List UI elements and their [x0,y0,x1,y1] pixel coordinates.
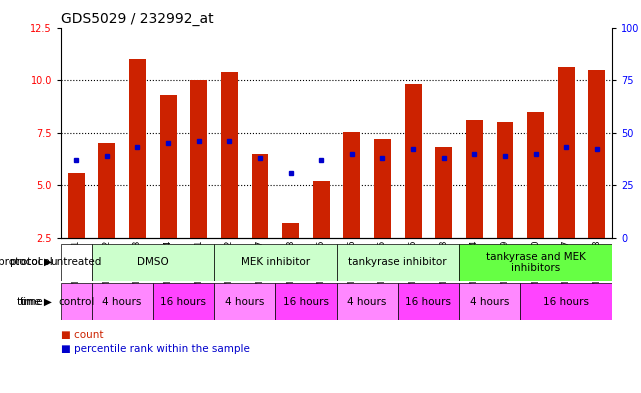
Bar [99,143,115,238]
Bar [282,223,299,238]
Bar [92,283,153,320]
Bar [251,154,269,238]
Bar [61,283,92,320]
Text: 16 hours: 16 hours [160,297,206,307]
Bar [68,173,85,238]
Text: control: control [58,297,94,307]
Text: protocol: protocol [10,257,53,267]
Text: tankyrase inhibitor: tankyrase inhibitor [349,257,447,267]
Bar [558,68,574,238]
Text: 16 hours: 16 hours [283,297,329,307]
Bar [588,70,605,238]
Text: 16 hours: 16 hours [543,297,589,307]
Bar [459,283,520,320]
Bar [275,283,337,320]
Text: DMSO: DMSO [137,257,169,267]
Bar [92,244,214,281]
Bar [153,283,214,320]
Bar [520,283,612,320]
Text: 4 hours: 4 hours [470,297,510,307]
Bar [435,147,452,238]
Text: tankyrase and MEK
inhibitors: tankyrase and MEK inhibitors [486,252,585,273]
Text: 4 hours: 4 hours [103,297,142,307]
Text: MEK inhibitor: MEK inhibitor [241,257,310,267]
Bar [398,283,459,320]
Text: ■ count: ■ count [61,330,103,340]
Bar [129,59,146,238]
Text: time: time [19,297,43,307]
Bar [459,244,612,281]
Bar [160,95,176,238]
Text: 4 hours: 4 hours [347,297,387,307]
Text: protocol ▶: protocol ▶ [0,257,52,267]
Text: 16 hours: 16 hours [405,297,451,307]
Bar [61,244,92,281]
Bar [214,244,337,281]
Bar [404,84,422,238]
Text: time ▶: time ▶ [17,297,52,307]
Bar [337,244,459,281]
Bar [221,72,238,238]
Bar [466,120,483,238]
Text: GDS5029 / 232992_at: GDS5029 / 232992_at [61,13,213,26]
Bar [313,181,329,238]
Bar [497,122,513,238]
Text: untreated: untreated [51,257,102,267]
Text: 4 hours: 4 hours [225,297,264,307]
Text: ■ percentile rank within the sample: ■ percentile rank within the sample [61,344,250,354]
Bar [337,283,398,320]
Bar [527,112,544,238]
Bar [374,139,391,238]
Bar [190,80,207,238]
Bar [344,132,360,238]
Bar [214,283,275,320]
